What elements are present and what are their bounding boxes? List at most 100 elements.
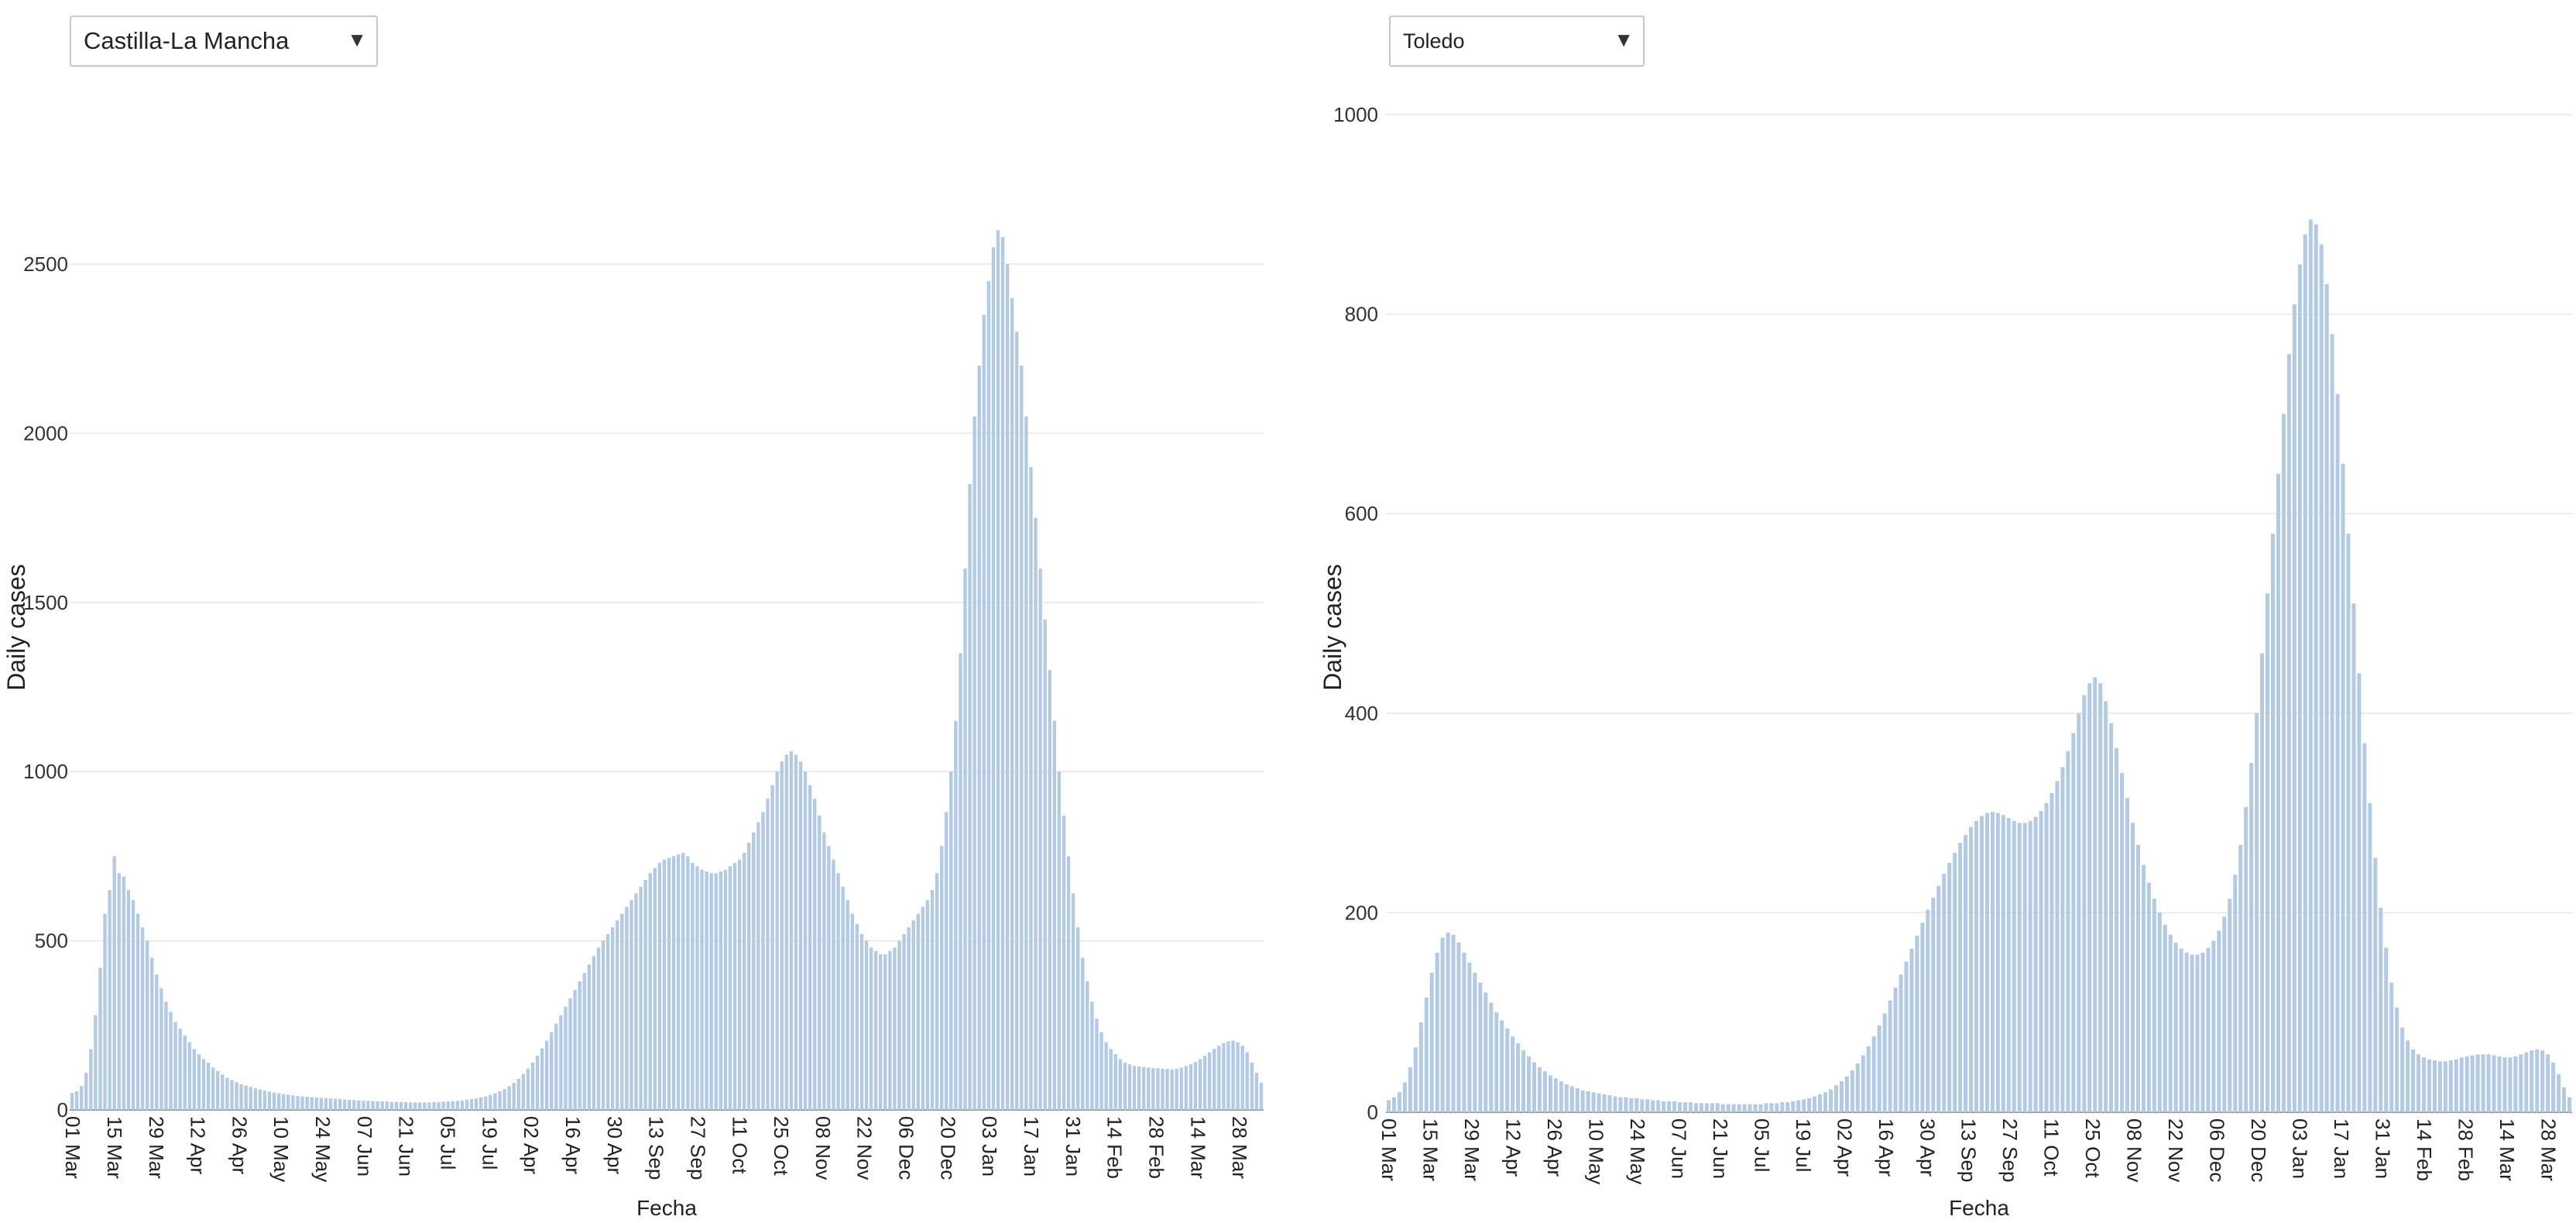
bar [291,1095,295,1110]
y-tick-label: 2000 [23,421,68,445]
x-tick-label: 05 Jul [1750,1118,1773,1172]
x-tick-label: 14 Feb [2413,1118,2436,1181]
bar [972,416,976,1110]
bar [657,863,662,1110]
bar [2411,1049,2416,1112]
region-select-value: Castilla-La Mancha [84,27,290,54]
x-tick-label: 30 Apr [1916,1118,1939,1177]
bar [939,846,944,1110]
bar [187,1042,191,1110]
y-tick-label: 800 [1345,303,1378,326]
bar [1170,1069,1174,1110]
bar [2238,844,2243,1112]
bar [695,866,699,1110]
bar [1855,1063,1860,1112]
bar [221,1074,225,1110]
bar [2006,818,2011,1112]
bar [578,981,581,1110]
bar [2341,463,2345,1112]
bar [1095,1019,1099,1110]
bar [225,1077,229,1110]
bar [554,1023,558,1110]
bar [803,771,808,1110]
bar [2303,234,2307,1112]
bar [1109,1049,1113,1110]
bar [380,1101,384,1110]
bar [1189,1064,1193,1110]
bar [2049,792,2054,1112]
bar [1791,1101,1796,1112]
bar [907,927,911,1110]
bar [239,1084,243,1110]
bar [1818,1094,1823,1112]
bar [986,280,991,1110]
x-tick-label: 26 Apr [1543,1118,1566,1177]
bar [173,1022,177,1110]
bar [2120,773,2125,1112]
bar [389,1101,394,1110]
bar [1213,1049,1216,1110]
region-select[interactable]: Castilla-La Mancha ▼ [70,15,378,67]
bar [1833,1085,1838,1112]
bar [1081,957,1085,1110]
bar [1000,237,1005,1110]
province-select[interactable]: Toledo ▼ [1389,15,1645,67]
bar [1802,1099,1806,1112]
bar [1548,1075,1552,1112]
x-tick-label: 16 Apr [561,1116,585,1175]
bar [1936,885,1941,1112]
bar [832,859,835,1110]
bar [2546,1054,2550,1112]
x-tick-label: 10 May [269,1116,293,1182]
bar [1785,1102,1790,1112]
bar [977,366,981,1111]
bar [305,1096,309,1110]
bar [262,1091,267,1110]
y-tick-label: 500 [35,929,68,953]
bar [2115,747,2119,1112]
bar [1866,1046,1871,1112]
bar [1850,1070,1854,1112]
bar [592,956,596,1110]
bar [1920,922,1925,1112]
bar [1775,1103,1779,1112]
bar [2022,823,2027,1112]
bar [2535,1049,2540,1112]
bar [441,1101,445,1110]
bar [752,832,756,1110]
x-tick-label: 01 Mar [1377,1118,1401,1181]
y-tick-label: 0 [1367,1101,1378,1124]
bar [1038,569,1042,1110]
x-tick-label: 19 Jul [1792,1118,1815,1172]
bar [893,947,897,1110]
bar [489,1094,492,1110]
bar [2567,1097,2572,1112]
bar [352,1100,356,1110]
bar [596,947,601,1110]
bar [620,913,624,1110]
y-tick-label: 1500 [23,591,68,614]
bar [1580,1090,1585,1112]
y-tick-label: 1000 [1333,103,1378,126]
bar [2519,1054,2523,1112]
bar [1029,467,1033,1110]
bar [841,886,845,1110]
bar [1726,1104,1730,1112]
bar [530,1062,535,1110]
x-tick-label: 01 Mar [61,1116,84,1179]
bar [808,785,812,1110]
bar [1179,1067,1183,1110]
bar [1704,1103,1709,1112]
bar [1597,1093,1601,1112]
x-tick-label: 14 Feb [1103,1116,1127,1179]
bar [1521,1050,1526,1112]
x-tick-label: 28 Mar [1228,1116,1251,1179]
bar [2200,952,2205,1112]
bar [1137,1067,1141,1110]
bar [79,1086,84,1110]
bar [846,900,849,1110]
bar [1720,1104,1725,1112]
bar [1958,843,1963,1112]
bar [2066,751,2070,1112]
bar [432,1101,436,1110]
